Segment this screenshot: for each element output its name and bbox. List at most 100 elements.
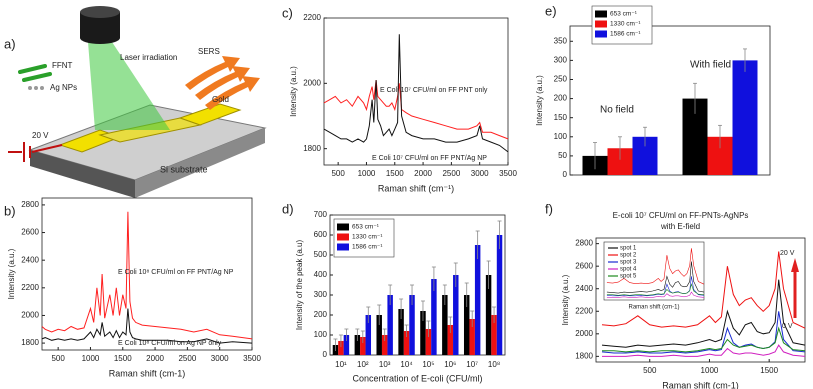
- bar: [403, 331, 410, 355]
- error-bar: [344, 328, 349, 341]
- y-tick-label: 100: [314, 330, 328, 339]
- ffnt-rods: [18, 64, 52, 82]
- x-tick-label: 500: [331, 169, 345, 178]
- bar: [376, 315, 382, 355]
- x-tick-label: 2000: [146, 354, 164, 363]
- legend-label: spot 3: [620, 260, 637, 266]
- y-axis-label: Intensity (a.u.): [561, 274, 570, 325]
- error-bar: [355, 328, 360, 341]
- y-tick-label: 0: [323, 350, 328, 359]
- x-tick-label: 1500: [386, 169, 404, 178]
- panel-label: d): [282, 201, 294, 216]
- x-tick-label: 10⁵: [422, 360, 434, 369]
- error-bar: [442, 284, 447, 305]
- y-tick-label: 200: [314, 310, 328, 319]
- error-bar: [486, 260, 491, 289]
- y-tick-label: 250: [554, 75, 568, 84]
- plot-frame: [569, 25, 771, 176]
- laser-head-top: [80, 6, 120, 18]
- error-bar: [475, 230, 480, 259]
- y-tick-label: 400: [314, 270, 328, 279]
- x-tick-label: 3000: [471, 169, 489, 178]
- annotation: 0 V: [782, 323, 793, 330]
- x-tick-label: 10⁴: [400, 360, 413, 369]
- series-line: [41, 308, 253, 344]
- x-tick-label: 10⁶: [444, 360, 456, 369]
- error-bar: [497, 220, 502, 249]
- y-tick-label: 1800: [575, 351, 593, 360]
- panel-label: c): [282, 5, 293, 20]
- x-tick-label: 10⁸: [488, 360, 500, 369]
- substrate-side: [30, 150, 135, 198]
- x-tick-label: 3500: [499, 169, 517, 178]
- bar: [496, 235, 503, 355]
- error-bar: [718, 124, 722, 149]
- substrate-side: [135, 128, 265, 198]
- laser-beam: [88, 42, 170, 130]
- y-tick-label: 350: [554, 36, 568, 45]
- y-tick-label: 2000: [575, 329, 593, 338]
- x-tick-label: 3000: [211, 354, 229, 363]
- bar: [469, 319, 475, 355]
- error-bar: [382, 328, 387, 341]
- error-bar: [618, 136, 622, 160]
- legend-label: spot 5: [620, 274, 637, 280]
- annotation: E Coli 10⁸ CFU/ml on FF PNT/Ag NP: [118, 269, 234, 276]
- y-tick-label: 50: [558, 151, 567, 160]
- diagram-text: SERS: [198, 47, 220, 56]
- bar: [447, 325, 454, 355]
- legend-label: 1330 cm⁻¹: [610, 21, 641, 28]
- series-line: [601, 279, 806, 348]
- x-tick-label: 2500: [178, 354, 196, 363]
- diagram-text: Si substrate: [160, 164, 208, 174]
- bar: [365, 315, 372, 355]
- y-tick-label: 300: [554, 55, 568, 64]
- y-tick-label: 2400: [21, 255, 39, 264]
- x-tick-label: 500: [643, 366, 657, 375]
- panel-label: e): [545, 3, 557, 18]
- x-tick-label: 10²: [357, 360, 369, 369]
- panel-label: a): [4, 36, 16, 51]
- plot-frame: [41, 197, 253, 351]
- error-bar: [492, 306, 497, 323]
- y-tick-label: 100: [554, 132, 568, 141]
- error-bar: [410, 284, 415, 305]
- y-tick-label: 2400: [575, 284, 593, 293]
- error-bar: [333, 338, 338, 351]
- error-bar: [420, 300, 425, 321]
- x-tick-label: 1000: [701, 366, 719, 375]
- legend-swatch: [595, 10, 607, 18]
- bar: [732, 60, 758, 176]
- x-axis-label: Raman shift (cm-1): [109, 368, 186, 378]
- y-tick-label: 700: [314, 210, 328, 219]
- error-bar: [453, 262, 458, 287]
- x-tick-label: 1500: [114, 354, 132, 363]
- diagram-text: Ag NPs: [50, 83, 77, 92]
- error-bar: [388, 284, 393, 305]
- x-axis-label: Raman shift (cm⁻¹): [378, 183, 454, 193]
- legend-label: 653 cm⁻¹: [352, 224, 380, 231]
- annotation: No field: [600, 105, 634, 116]
- bar: [420, 311, 426, 355]
- bar: [442, 295, 448, 355]
- legend-swatch: [337, 243, 349, 251]
- error-bar: [366, 306, 371, 323]
- legend-label: 653 cm⁻¹: [610, 11, 638, 18]
- voltage-arrow-head: [791, 258, 799, 272]
- x-tick-label: 500: [51, 354, 65, 363]
- plot-frame: [323, 17, 509, 166]
- error-bar: [377, 304, 382, 325]
- inset-line: [606, 261, 705, 294]
- power-source: [8, 142, 63, 162]
- bar: [474, 245, 481, 355]
- series-line: [41, 211, 253, 340]
- error-bar: [593, 142, 597, 170]
- error-bar: [470, 310, 475, 327]
- series-line: [602, 344, 806, 357]
- annotation: E Coli 10⁷ CFU/ml on FF PNT/Ag NP: [372, 155, 487, 162]
- y-tick-label: 2200: [575, 306, 593, 315]
- chart-title: E-coli 10⁷ CFU/ml on FF-PNTs-AgNPs: [613, 211, 749, 220]
- error-bar: [448, 316, 453, 333]
- error-bar: [426, 320, 431, 337]
- bar: [343, 335, 350, 355]
